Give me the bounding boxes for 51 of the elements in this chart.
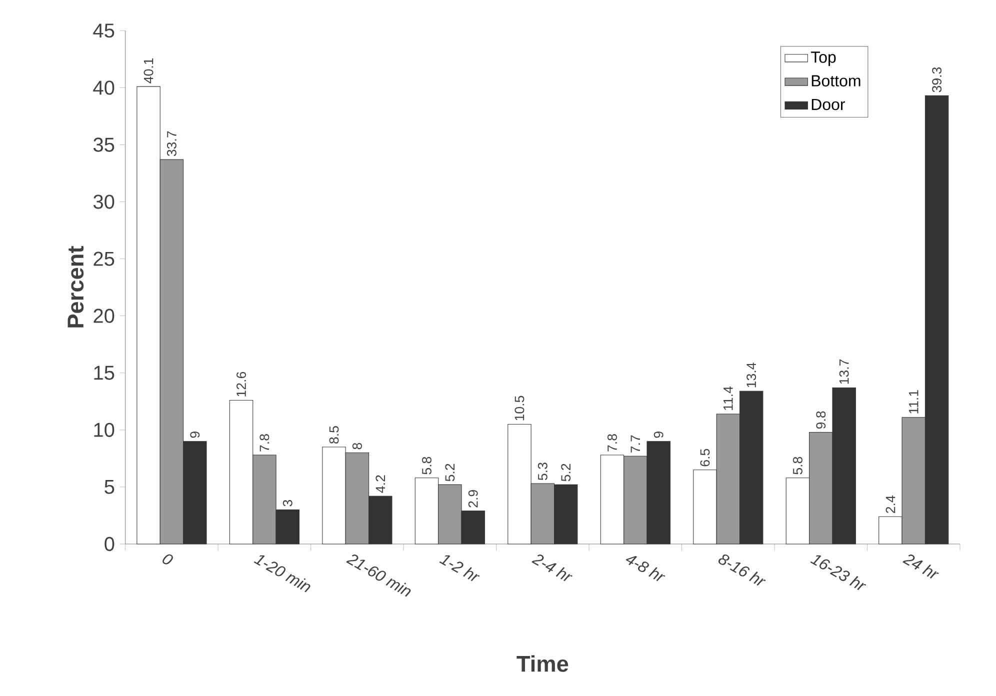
x-tick-label: 1-20 min [254, 555, 310, 592]
y-tick-label: 45 [93, 24, 114, 38]
y-tick-label: 25 [94, 252, 114, 266]
y-tick-label: 10 [94, 422, 114, 437]
x-tick-label: 0 [162, 554, 173, 564]
data-label: 7.8 [260, 434, 270, 452]
x-tick-label: 4-8 hr [626, 556, 666, 582]
data-label: 5.8 [422, 456, 432, 474]
data-label: 6.5 [700, 448, 710, 466]
y-tick-label: 30 [93, 194, 114, 209]
data-label: 9.8 [816, 411, 826, 429]
data-label: 11.4 [724, 386, 733, 410]
data-label: 9 [190, 432, 200, 438]
data-label: 7.8 [608, 434, 617, 452]
x-tick-label: 2-4 hr [532, 554, 573, 582]
y-tick-label: 20 [94, 308, 114, 323]
y-tick-label: 35 [93, 138, 114, 152]
y-axis-title: Percent [68, 246, 84, 328]
legend-label: Top [810, 52, 836, 66]
x-tick-label: 24 hr [902, 554, 939, 579]
legend-label: Door [812, 98, 845, 110]
data-label: 40.1 [144, 58, 154, 84]
data-label: 5.2 [445, 464, 455, 482]
y-tick-label: 5 [104, 480, 114, 494]
data-label: 5.3 [538, 462, 548, 480]
data-label: 4.2 [376, 475, 386, 493]
data-label: 33.7 [166, 131, 176, 156]
data-label: 10.5 [514, 396, 524, 420]
data-label: 39.3 [932, 67, 942, 92]
y-tick-label: 40 [93, 80, 114, 95]
data-label: 8.5 [329, 426, 339, 444]
x-axis-title: Time [516, 655, 568, 672]
data-label: 11.1 [909, 390, 918, 414]
data-label: 5.8 [792, 456, 802, 474]
x-tick-label: 8-16 hr [718, 554, 766, 586]
legend-label: Bottom [812, 75, 860, 86]
y-tick-label: 0 [104, 536, 114, 552]
data-label: 8 [352, 442, 362, 450]
data-label: 9 [654, 432, 664, 438]
y-tick-label: 15 [94, 366, 114, 380]
x-tick-label: 21-60 min [346, 554, 411, 597]
data-label: 5.2 [561, 464, 571, 482]
x-tick-label: 16-23 hr [810, 555, 866, 590]
data-label: 13.4 [746, 362, 756, 388]
data-label: 3 [282, 500, 292, 506]
data-label: 12.6 [236, 372, 246, 396]
x-tick-label: 1-2 hr [439, 555, 480, 582]
data-label: 13.7 [839, 360, 849, 384]
data-label: 2.4 [886, 496, 896, 514]
data-label: 7.7 [630, 435, 640, 453]
data-label: 2.9 [468, 490, 478, 508]
